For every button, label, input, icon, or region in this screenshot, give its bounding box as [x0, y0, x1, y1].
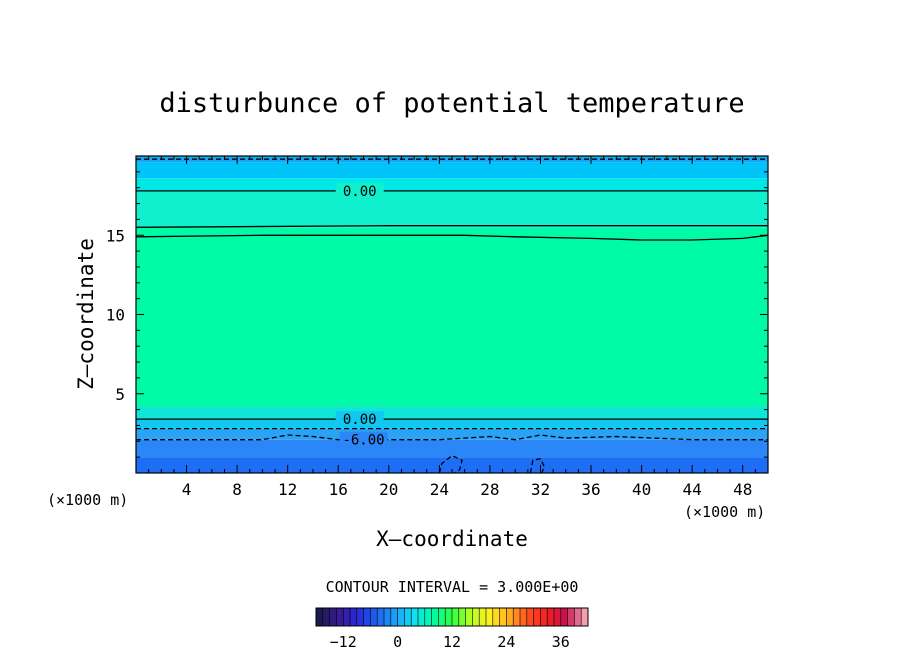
colorbar-cell — [574, 608, 582, 626]
x-unit-right: (×1000 m) — [684, 503, 765, 521]
colorbar-cell — [363, 608, 371, 626]
x-tick-label: 28 — [480, 480, 499, 499]
colorbar-cell — [486, 608, 494, 626]
colorbar-cell — [452, 608, 460, 626]
contour-label-bg-0 — [335, 182, 384, 198]
chart-title: disturbunce of potential temperature — [159, 88, 744, 119]
colorbar-cell — [418, 608, 426, 626]
contour-line-1 — [136, 225, 768, 228]
field-band-8 — [136, 162, 768, 179]
x-tick-label: 36 — [581, 480, 600, 499]
x-tick-label: 40 — [632, 480, 651, 499]
colorbar-cell — [479, 608, 487, 626]
field-band-6 — [136, 190, 768, 228]
colorbar-cell — [329, 608, 337, 626]
field-band-5 — [136, 227, 768, 407]
colorbar-cell — [356, 608, 364, 626]
x-axis: 4 8 12 16 20 24 28 32 36 40 44 48 — [148, 156, 756, 499]
colorbar-cell — [390, 608, 398, 626]
contour-label-bg-3 — [335, 411, 384, 427]
colorbar-cell — [370, 608, 378, 626]
colorbar-cell — [513, 608, 521, 626]
colorbar-cell — [540, 608, 548, 626]
colorbar-cell — [431, 608, 439, 626]
x-tick-label: 12 — [278, 480, 297, 499]
colorbar-cell — [404, 608, 412, 626]
colorbar-tick-label: 12 — [443, 633, 461, 651]
x-tick-label: 8 — [232, 480, 242, 499]
colorbar-cell — [458, 608, 466, 626]
temperature-field — [136, 156, 768, 473]
colorbar-cell — [438, 608, 446, 626]
colorbar-cell — [445, 608, 453, 626]
colorbar-frame — [315, 607, 589, 627]
x-tick-label: 20 — [379, 480, 398, 499]
contour-line-5 — [136, 434, 768, 441]
y-tick-label: 5 — [115, 385, 125, 404]
colorbar-tick-labels: −12 0 12 24 36 — [330, 633, 570, 651]
y-tick-label: 15 — [106, 226, 125, 245]
colorbar-cell — [526, 608, 534, 626]
colorbar-cell — [581, 608, 589, 626]
colorbar-cell — [377, 608, 385, 626]
colorbar-tick-label: 0 — [393, 633, 402, 651]
contour-labels: 0.00 0.00 -6.00 — [335, 182, 388, 449]
colorbar-cell — [554, 608, 562, 626]
colorbar-cell — [336, 608, 344, 626]
contour-label-0: 0.00 — [343, 184, 377, 200]
colorbar — [315, 607, 589, 627]
colorbar-cell — [424, 608, 432, 626]
colorbar-cell — [547, 608, 555, 626]
colorbar-cell — [492, 608, 500, 626]
contour-label-5: -6.00 — [342, 433, 384, 449]
colorbar-cell — [343, 608, 351, 626]
field-band-0 — [136, 457, 768, 473]
colorbar-cell — [411, 608, 419, 626]
x-tick-label: 16 — [329, 480, 348, 499]
colorbar-cell — [533, 608, 541, 626]
field-band-7 — [136, 178, 768, 191]
field-band-4 — [136, 406, 768, 420]
y-tick-label: 10 — [106, 306, 125, 325]
contour-line-7 — [438, 454, 463, 473]
x-tick-label: 44 — [683, 480, 702, 499]
colorbar-cell — [322, 608, 330, 626]
colorbar-cell — [499, 608, 507, 626]
field-band-3 — [136, 419, 768, 429]
colorbar-cell — [465, 608, 473, 626]
contour-interval-label: CONTOUR INTERVAL = 3.000E+00 — [326, 578, 579, 596]
field-band-1 — [136, 439, 768, 458]
contour-line-8 — [529, 457, 546, 473]
x-tick-label: 24 — [430, 480, 449, 499]
contour-lines — [136, 158, 768, 473]
x-axis-label: X—coordinate — [376, 527, 528, 551]
colorbar-tick-label: −12 — [330, 633, 357, 651]
y-axis-label: Z—coordinate — [74, 238, 98, 390]
colorbar-cell — [472, 608, 480, 626]
colorbar-cell — [384, 608, 392, 626]
contour-label-3: 0.00 — [343, 412, 377, 428]
colorbar-cell — [397, 608, 405, 626]
colorbar-cell — [567, 608, 575, 626]
colorbar-cell — [350, 608, 358, 626]
colorbar-tick-label: 36 — [552, 633, 570, 651]
x-tick-label: 32 — [531, 480, 550, 499]
field-band-2 — [136, 428, 768, 440]
colorbar-cell — [560, 608, 568, 626]
contour-label-bg-5 — [339, 431, 388, 447]
colorbar-cell — [316, 608, 324, 626]
y-axis: 5 10 15 — [106, 171, 768, 458]
colorbar-cell — [506, 608, 514, 626]
x-tick-label: 48 — [733, 480, 752, 499]
x-unit-left: (×1000 m) — [47, 491, 128, 509]
contour-line-2 — [136, 234, 768, 241]
x-tick-label: 4 — [182, 480, 192, 499]
colorbar-cell — [520, 608, 528, 626]
colorbar-tick-label: 24 — [497, 633, 515, 651]
